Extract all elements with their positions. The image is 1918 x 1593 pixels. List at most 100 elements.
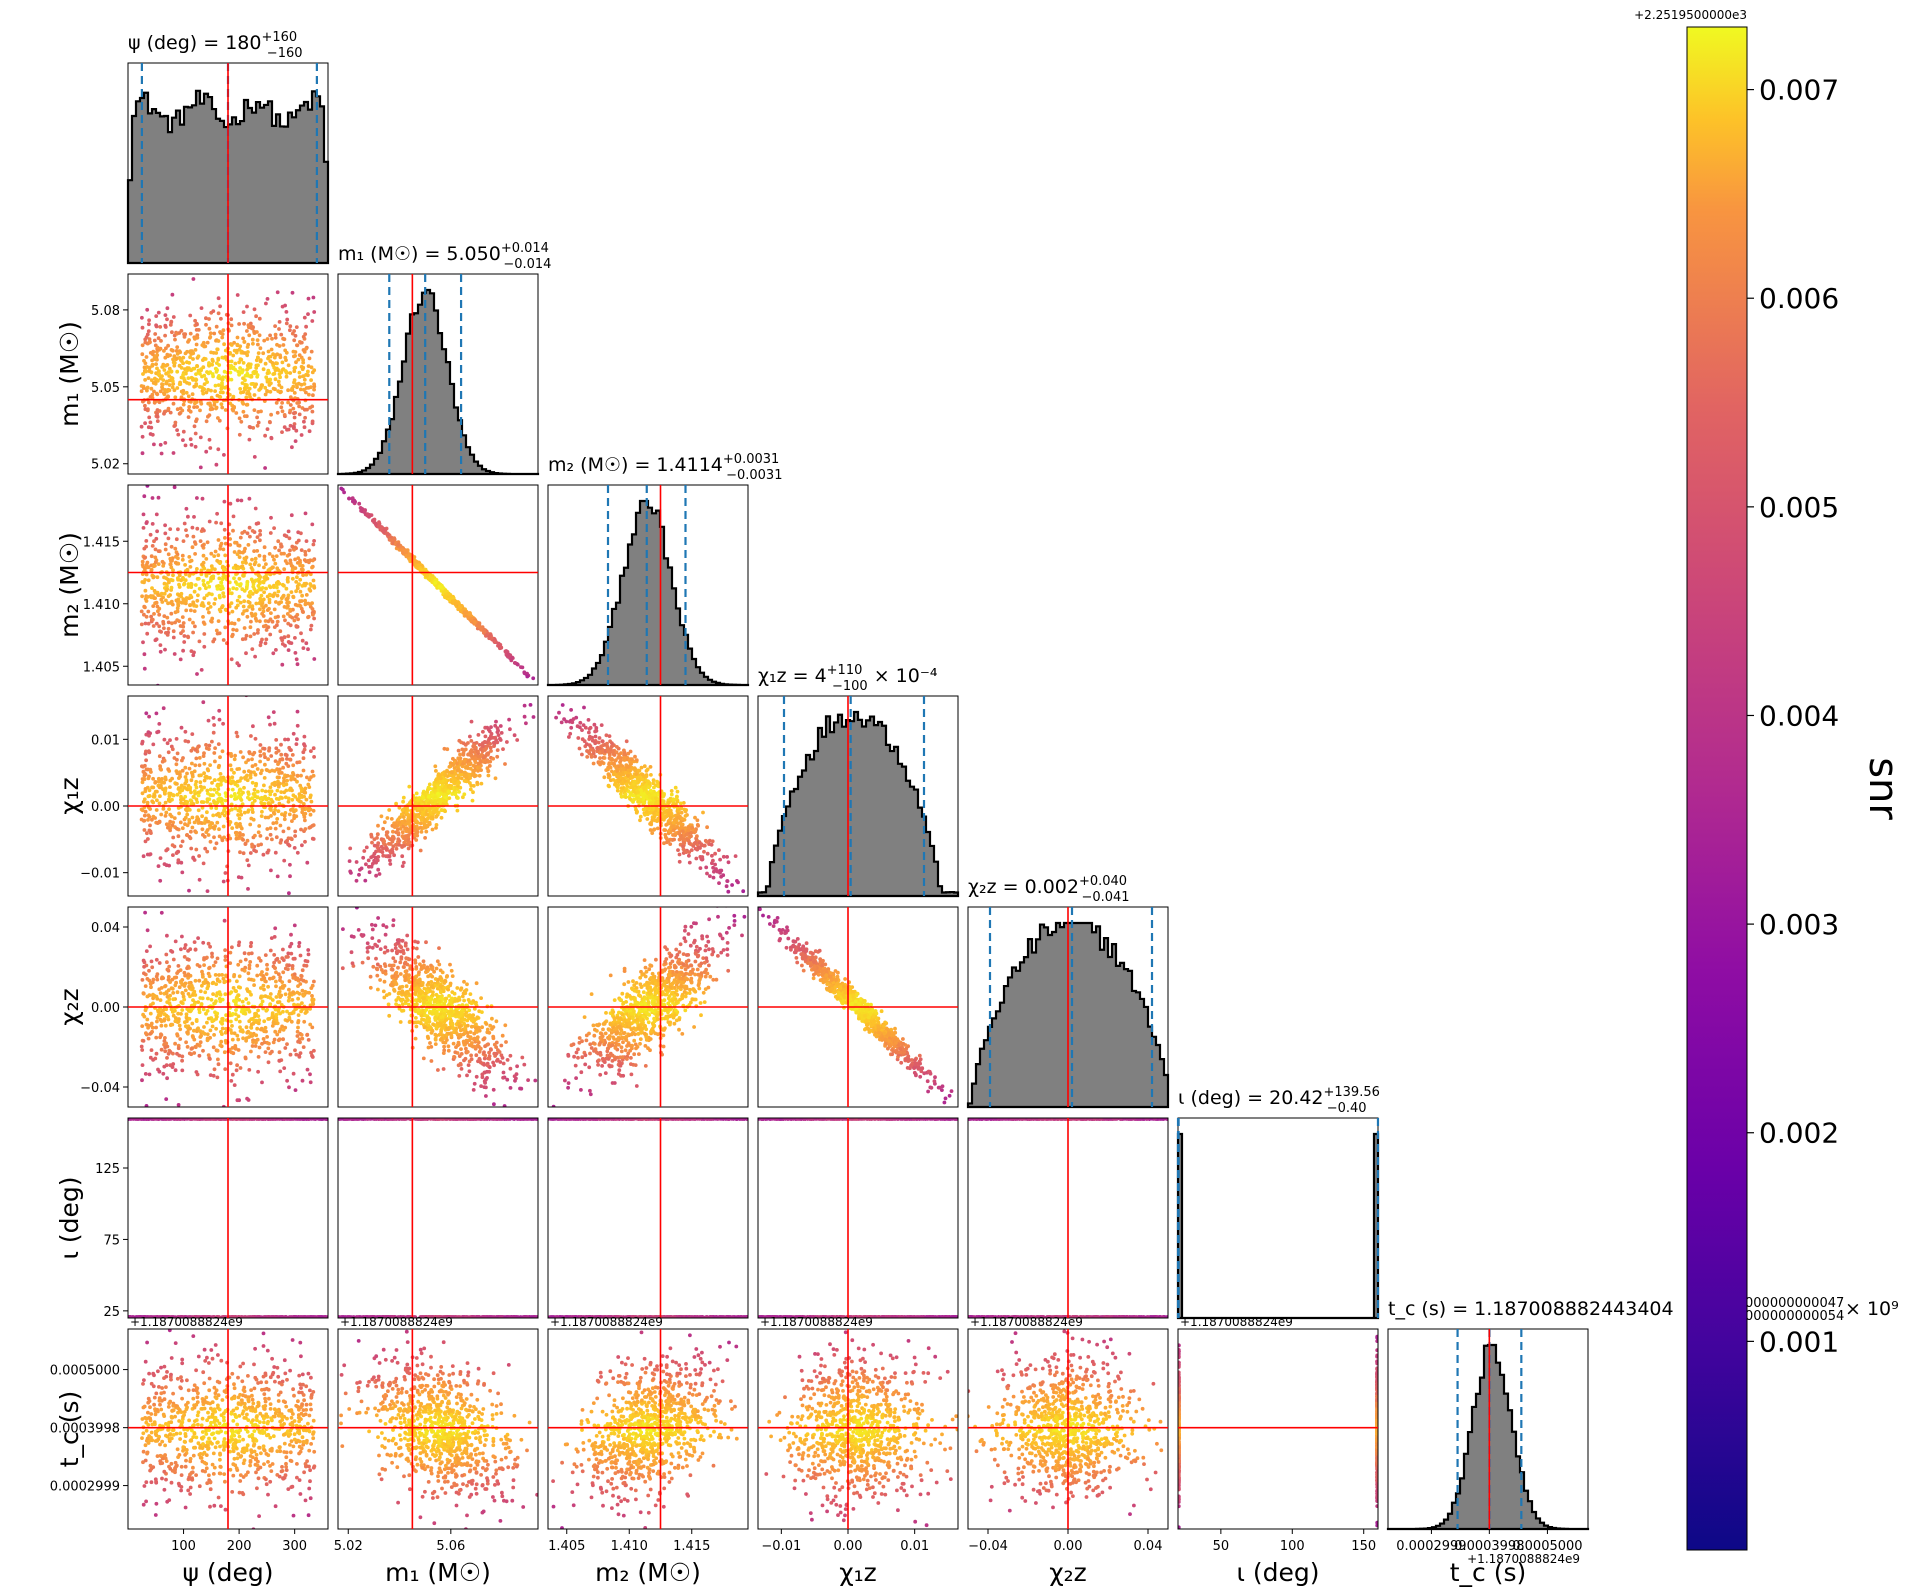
scatter-point [157,730,161,734]
scatter-point [279,838,283,842]
scatter-point [236,336,240,340]
scatter-point [159,643,163,647]
scatter-point [252,587,256,591]
scatter-point [173,547,177,551]
scatter-point [371,519,375,523]
scatter-point [188,618,192,622]
scatter-point [259,640,263,644]
scatter-point [212,751,216,755]
scatter-point [275,821,279,825]
scatter-point [402,861,406,865]
scatter-point [298,796,302,800]
scatter-point [189,565,193,569]
scatter-point [190,778,194,782]
scatter-point [413,826,417,830]
scatter-point [163,738,167,742]
scatter-point [363,879,367,883]
scatter-point [217,577,221,581]
scatter-point [288,328,292,332]
scatter-point [251,338,255,342]
scatter-point [202,357,206,361]
scatter-point [228,543,232,547]
scatter-point [311,770,315,774]
scatter-point [183,766,187,770]
scatter-point [712,876,716,880]
scatter-point [222,453,226,457]
scatter-point [457,749,461,753]
scatter-point [198,409,202,413]
scatter-point [428,807,432,811]
scatter-point [293,846,297,850]
scatter-point [151,544,155,548]
scatter-point [189,609,193,613]
scatter-point [216,416,220,420]
scatter-point [217,363,221,367]
scatter-point [145,335,149,339]
scatter-point [477,625,481,629]
scatter-point [281,766,285,770]
scatter-point [695,834,699,838]
scatter-point [254,773,258,777]
scatter-point [177,593,181,597]
scatter-point [157,372,161,376]
scatter-point [706,852,710,856]
scatter-point [212,723,216,727]
scatter-point [229,317,233,321]
scatter-point [191,357,195,361]
scatter-point [288,844,292,848]
scatter-point [140,425,144,429]
scatter-point [258,538,262,542]
scatter-point [295,657,299,661]
scatter-point [169,563,173,567]
scatter-panel-psi-m2 [128,480,328,692]
scatter-point [257,584,261,588]
scatter-point [141,343,145,347]
scatter-point [269,611,273,615]
scatter-point [424,830,428,834]
scatter-point [717,881,721,885]
scatter-point [284,789,288,793]
scatter-point [255,549,259,553]
scatter-point [257,830,261,834]
scatter-point [489,746,493,750]
scatter-point [143,567,147,571]
scatter-point [474,746,478,750]
scatter-point [290,798,294,802]
scatter-point [277,327,281,331]
scatter-panel-m1-chi1z [320,681,569,908]
scatter-point [269,833,273,837]
scatter-point [361,856,365,860]
scatter-point [204,450,208,454]
scatter-point [305,861,309,865]
scatter-point [286,774,290,778]
scatter-point [280,430,284,434]
scatter-point [181,615,185,619]
scatter-point [175,537,179,541]
scatter-point [217,619,221,623]
scatter-point [252,330,256,334]
scatter-point [725,884,729,888]
scatter-point [394,843,398,847]
scatter-point [460,777,464,781]
scatter-point [144,545,148,549]
scatter-point [214,806,218,810]
scatter-point [372,859,376,863]
scatter-point [303,735,307,739]
scatter-point [187,555,191,559]
scatter-point [458,786,462,790]
scatter-point [688,842,692,846]
scatter-point [262,566,266,570]
scatter-point [254,737,258,741]
scatter-point [218,778,222,782]
scatter-point [433,786,437,790]
scatter-point [177,776,181,780]
scatter-point [304,827,308,831]
scatter-point [277,380,281,384]
scatter-point [198,780,202,784]
scatter-point [250,326,254,330]
scatter-point [288,863,292,867]
scatter-point [265,798,269,802]
scatter-point [300,341,304,345]
scatter-point [185,391,189,395]
scatter-point [162,614,166,618]
